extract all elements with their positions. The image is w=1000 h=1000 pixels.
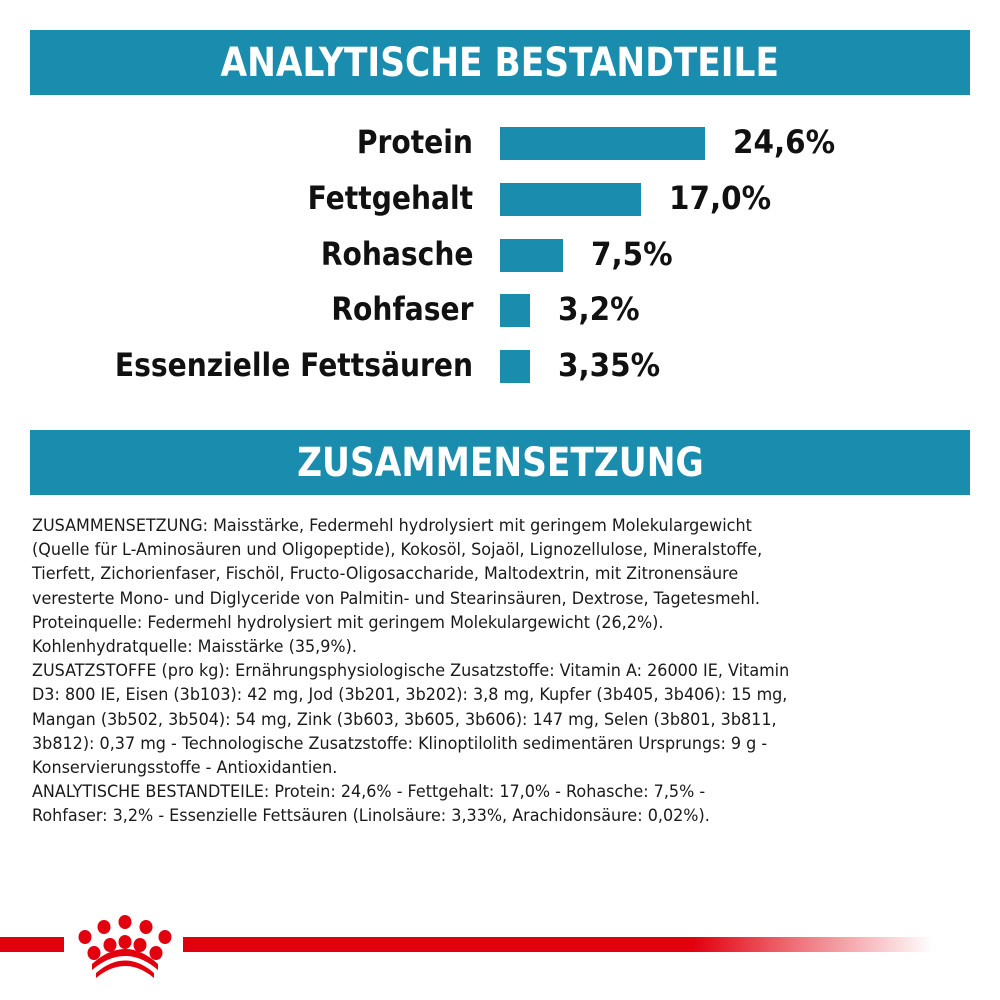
chart-bar <box>500 183 641 216</box>
composition-line: Kohlenhydratquelle: Maisstärke (35,9%). <box>32 637 357 658</box>
composition-line: veresterte Mono- und Diglyceride von Pal… <box>32 588 761 609</box>
chart-value: 3,2% <box>558 290 640 328</box>
chart-row-essenzielle-fettsaeuren: Essenzielle Fettsäuren 3,35% <box>0 346 1000 384</box>
chart-value: 7,5% <box>591 235 673 273</box>
chart-value: 17,0% <box>669 179 772 217</box>
chart-bar <box>500 239 563 272</box>
chart-label: Rohfaser <box>330 290 473 328</box>
royal-canin-crown-icon <box>78 915 172 978</box>
chart-value: 3,35% <box>558 346 661 384</box>
footer-red-line-left <box>0 937 64 952</box>
composition-line: Tierfett, Zichorienfaser, Fischöl, Fruct… <box>32 564 739 585</box>
chart-label: Essenzielle Fettsäuren <box>114 346 473 384</box>
chart-row-rohfaser: Rohfaser 3,2% <box>0 290 1000 328</box>
composition-text: ZUSAMMENSETZUNG: Maisstärke, Federmehl h… <box>32 514 982 829</box>
composition-line: ANALYTISCHE BESTANDTEILE: Protein: 24,6%… <box>32 782 706 803</box>
composition-title: ZUSAMMENSETZUNG <box>296 439 704 486</box>
composition-line: Rohfaser: 3,2% - Essenzielle Fettsäuren … <box>32 806 710 827</box>
chart-bar <box>500 294 530 327</box>
chart-label: Fettgehalt <box>307 179 473 217</box>
composition-line: ZUSAMMENSETZUNG: Maisstärke, Federmehl h… <box>32 516 752 536</box>
chart-value: 24,6% <box>733 123 836 161</box>
chart-label: Rohasche <box>320 235 473 273</box>
footer-red-line-right <box>183 937 933 952</box>
composition-line: Konservierungsstoffe - Antioxidantien. <box>32 758 338 779</box>
chart-label: Protein <box>356 123 473 161</box>
composition-line: Proteinquelle: Federmehl hydrolysiert mi… <box>32 612 664 633</box>
chart-bar <box>500 350 530 383</box>
analytical-constituents-title: ANALYTISCHE BESTANDTEILE <box>220 39 780 86</box>
composition-line: ZUSATZSTOFFE (pro kg): Ernährungsphysiol… <box>32 661 790 682</box>
chart-bar <box>500 127 705 160</box>
chart-row-fettgehalt: Fettgehalt 17,0% <box>0 179 1000 217</box>
chart-row-rohasche: Rohasche 7,5% <box>0 235 1000 273</box>
composition-line: 3b812): 0,37 mg - Technologische Zusatzs… <box>32 733 768 754</box>
composition-line: D3: 800 IE, Eisen (3b103): 42 mg, Jod (3… <box>32 685 788 706</box>
analytical-constituents-banner: ANALYTISCHE BESTANDTEILE <box>30 30 970 95</box>
composition-line: (Quelle für L-Aminosäuren und Oligopepti… <box>32 540 763 561</box>
composition-banner: ZUSAMMENSETZUNG <box>30 430 970 495</box>
analytical-bar-chart: Protein 24,6% Fettgehalt 17,0% Rohasche … <box>0 0 1000 420</box>
chart-row-protein: Protein 24,6% <box>0 123 1000 161</box>
composition-line: Mangan (3b502, 3b504): 54 mg, Zink (3b60… <box>32 709 777 730</box>
